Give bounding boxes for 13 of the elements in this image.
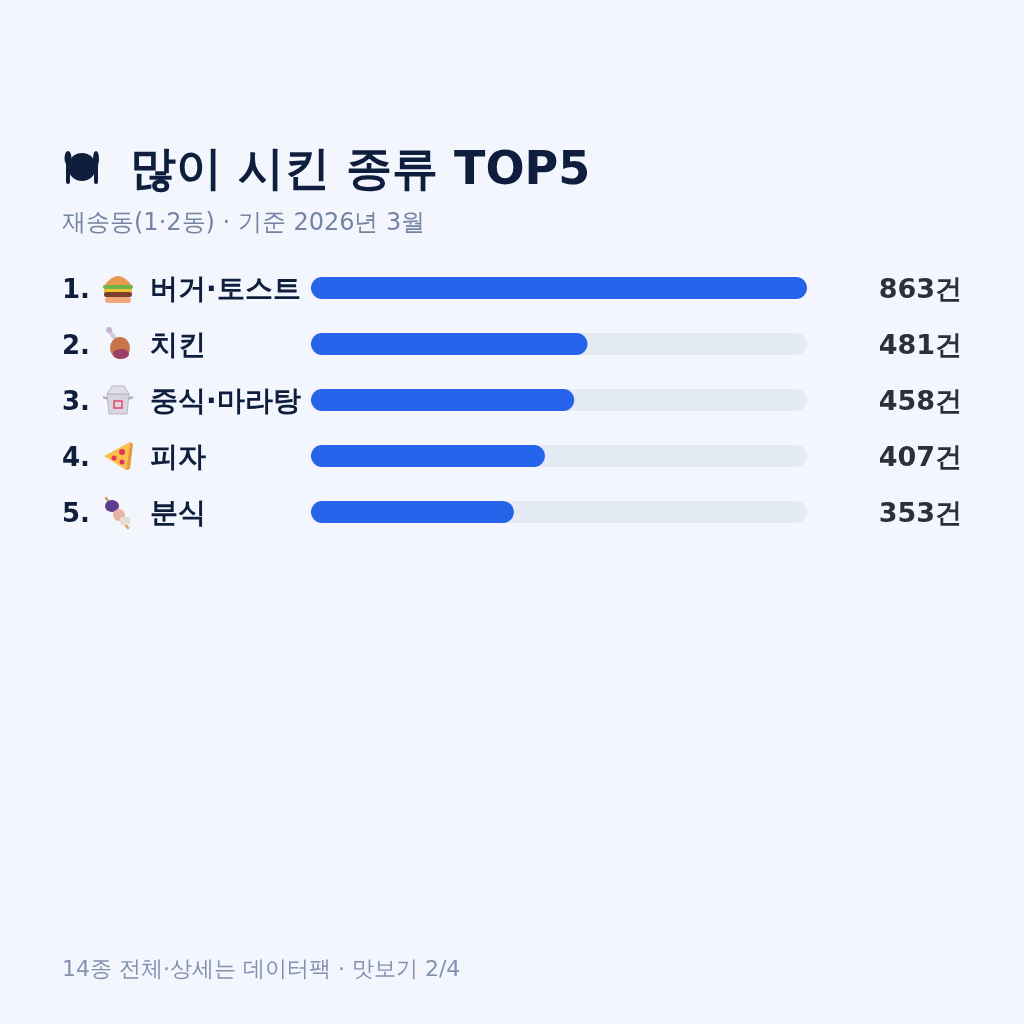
category-label: 4. 피자: [62, 440, 206, 473]
data-label: 407건: [878, 441, 962, 472]
data-label: 458건: [878, 385, 962, 416]
data-label: 353건: [878, 497, 962, 528]
chart-title: 많이 시킨 종류 TOP5: [130, 141, 591, 195]
category-label: 5. 분식: [62, 496, 206, 529]
category-label: 2. 치킨: [62, 328, 206, 361]
category-label: 3. 중식·마라탕: [62, 384, 301, 417]
category-label: 1. 버거·토스트: [62, 272, 301, 305]
text: 14종 전체·상세는 데이터팩 · 맛보기 2/4: [62, 956, 461, 981]
data-label: 481건: [878, 329, 962, 360]
chart-subtitle: 재송동(1·2동) · 기준 2026년 3월: [62, 208, 426, 236]
data-label: 863건: [878, 273, 962, 304]
